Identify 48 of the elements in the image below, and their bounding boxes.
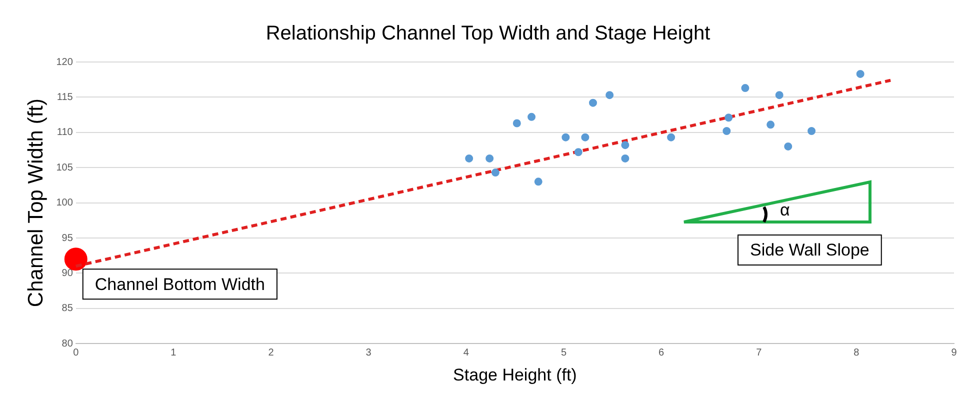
y-tick-label: 80 [62,338,74,350]
point [581,133,590,142]
x-tick-label: 8 [854,347,860,358]
y-tick-label: 105 [56,162,74,174]
y-tick-label: 90 [62,268,74,279]
x-tick-label: 0 [73,347,80,358]
point [534,178,542,186]
x-tick-label: 5 [560,347,567,358]
y-tick-label: 95 [62,232,74,244]
x-tick-label: 9 [951,347,958,358]
point [722,126,731,135]
point [528,112,536,121]
point [724,114,733,122]
point [491,168,500,177]
point [562,133,570,142]
chart-title: Relationship Channel Top Width and Stage Height [266,22,711,45]
x-tick-label: 1 [170,347,177,358]
x-axis-title: Stage Height (ft) [453,365,577,384]
x-tick-label: 2 [268,347,274,358]
x-tick-label: 6 [658,347,665,358]
point [667,133,676,142]
y-tick-label: 120 [56,56,74,68]
point [808,126,816,135]
y-tick-label: 115 [56,92,74,103]
y-tick-label: 85 [62,303,74,314]
point [741,84,750,92]
y-tick-label: 110 [56,127,74,138]
x-tick-label: 4 [463,347,470,358]
point [64,248,88,271]
point [574,148,582,156]
annotation: α [780,200,790,220]
x-tick-label: 3 [366,347,372,358]
annotation: Side Wall Slope [750,240,870,260]
annotation: Channel Bottom Width [94,274,265,294]
x-tick-label: 7 [756,347,762,358]
y-axis-title: Channel Top Width (ft) [24,98,48,308]
point [465,154,474,162]
y-tick-label: 100 [56,198,74,209]
point [784,142,792,150]
point [621,154,630,162]
point [775,91,784,100]
point [486,154,494,162]
point [766,120,775,129]
point [512,119,521,128]
point [856,70,864,78]
point [621,141,630,150]
point [606,91,614,100]
point [588,98,597,107]
